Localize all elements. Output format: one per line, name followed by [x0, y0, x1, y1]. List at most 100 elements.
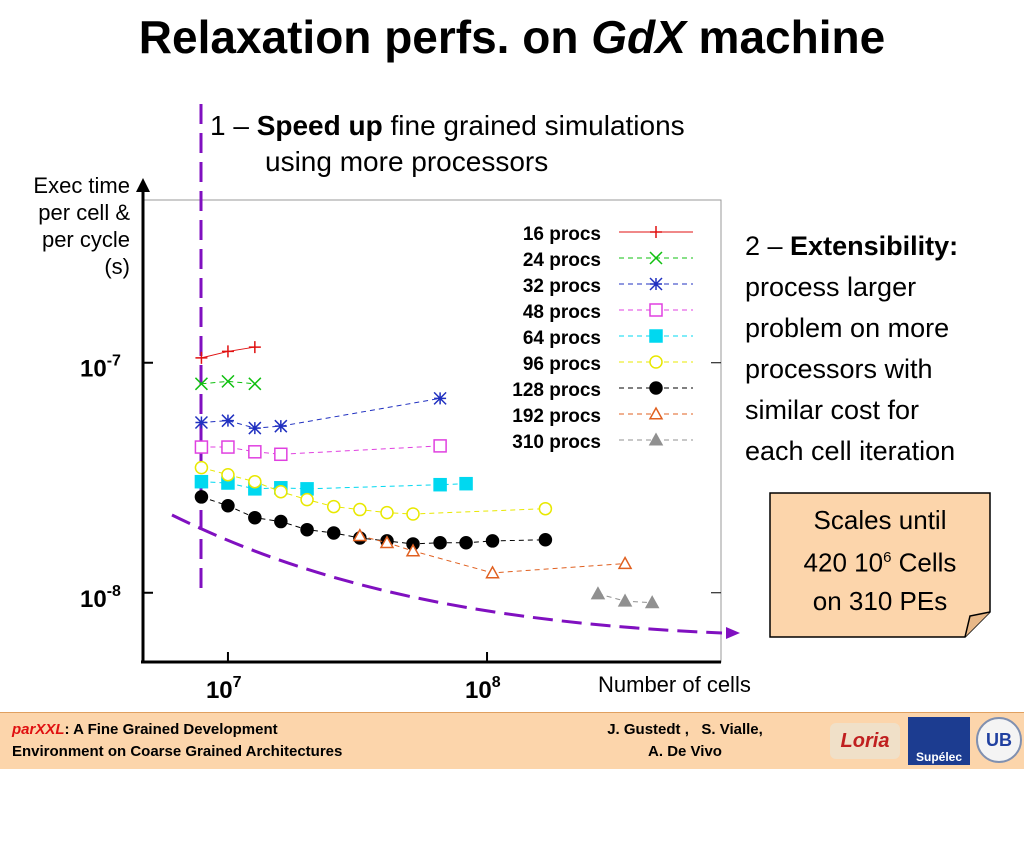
logo-supelec: Supélec [908, 717, 970, 765]
series-line [201, 445, 441, 455]
data-point [433, 439, 447, 453]
slide: {"slide": { "title": ["Relaxation perfs.… [0, 10, 1024, 769]
legend-marker [648, 406, 664, 420]
legend-label: 32 procs [523, 276, 601, 297]
tick-exponent: 7 [233, 674, 242, 691]
data-point [248, 421, 262, 435]
data-point [194, 474, 209, 489]
legend-label: 128 procs [512, 380, 601, 401]
note-text: Cells [891, 547, 957, 578]
data-point [300, 522, 314, 537]
data-point [617, 555, 633, 570]
data-point [248, 445, 262, 459]
data-point [644, 595, 660, 609]
annotation-text: fine grained simulations [382, 110, 685, 141]
title-text: Relaxation perfs. on [138, 11, 592, 63]
data-point [194, 490, 209, 504]
data-point [405, 543, 421, 557]
data-point [617, 593, 633, 607]
data-point [459, 535, 473, 550]
annotation-text: process larger [745, 272, 917, 302]
y-axis-label: Exec time per cell & per cycle (s) [0, 172, 130, 280]
data-point [433, 391, 447, 405]
legend-label: 310 procs [512, 432, 601, 453]
data-point [406, 507, 420, 521]
data-point [221, 374, 235, 388]
data-point [485, 565, 500, 579]
legend-label: 96 procs [523, 354, 601, 375]
logo-loria: Loria [830, 723, 900, 759]
slide-title: Relaxation perfs. on GdX machine [0, 10, 1024, 64]
annotation-text: processors with [745, 354, 933, 384]
footer-authors: A. De Vivo [648, 743, 722, 760]
annotation-text: similar cost for [745, 395, 920, 425]
logo-ub: UB [976, 717, 1022, 763]
note-text: 420 10 [803, 547, 884, 578]
tick-base: 10 [465, 677, 492, 704]
footer: parXXL: A Fine Grained Development Envir… [0, 712, 1024, 769]
x-axis-label: Number of cells [598, 672, 751, 697]
tick-exponent: -7 [107, 353, 121, 370]
data-point [326, 526, 341, 540]
annotation-bold: Speed up [256, 110, 383, 141]
tick-base: 10 [206, 677, 233, 704]
data-point [248, 377, 262, 391]
data-point [248, 510, 262, 525]
legend-marker [649, 355, 663, 369]
legend-marker [650, 226, 662, 238]
annotation-bold: Extensibility: [790, 231, 959, 261]
data-point [195, 351, 208, 364]
data-point [248, 341, 261, 354]
y-label-line: per cycle [41, 227, 130, 252]
y-axis-arrow [136, 178, 150, 192]
title-text: GdX [591, 11, 686, 63]
legend-marker [649, 303, 663, 317]
annotation-text: using more processors [265, 146, 549, 177]
legend-marker [649, 277, 663, 291]
data-point [353, 502, 367, 517]
data-point [248, 474, 262, 489]
data-point [274, 447, 288, 462]
legend-label: 64 procs [523, 328, 601, 349]
title-text: machine [685, 11, 886, 63]
tick-label: 107 [206, 674, 242, 704]
plot-frame [142, 199, 722, 663]
data-point [274, 514, 288, 529]
legend-marker [649, 251, 663, 265]
y-label-line: per cell & [38, 200, 130, 225]
note-text: Scales until [813, 505, 947, 535]
legend-marker [649, 381, 663, 395]
data-point [221, 414, 235, 428]
legend-marker [649, 329, 663, 343]
annotation-text: 1 – [210, 110, 257, 141]
tick-base: 10 [80, 586, 107, 613]
annotation-text: 2 – [745, 231, 791, 261]
data-point [221, 345, 234, 358]
data-point [194, 440, 209, 454]
data-point [379, 535, 395, 549]
legend-marker [648, 432, 664, 446]
legend-label: 16 procs [523, 224, 601, 245]
data-point [274, 484, 288, 499]
data-point [485, 534, 500, 548]
data-point [194, 377, 208, 391]
y-label-line: (s) [104, 254, 130, 279]
note: Scales until 420 106 Cells on 310 PEs [770, 493, 990, 637]
series-line [201, 481, 467, 490]
annotation-text: problem on more [745, 313, 950, 343]
annotation: 1 – Speed up fine grained simulations usi… [210, 108, 685, 180]
data-point [326, 499, 341, 514]
footer-text: Environment on Coarse Grained Architectu… [12, 743, 343, 760]
y-label-line: Exec time [33, 173, 130, 198]
data-point [221, 467, 235, 482]
tick-base: 10 [80, 356, 107, 383]
data-point [194, 415, 208, 429]
footer-brand: parXXL [12, 721, 65, 738]
tick-label: 108 [465, 674, 501, 704]
data-point [352, 528, 368, 542]
footer-authors: J. Gustedt , S. Vialle, [607, 721, 763, 738]
footer-text: : A Fine Grained Development [64, 721, 278, 738]
data-point [433, 535, 447, 550]
extensibility-guide [171, 513, 723, 635]
